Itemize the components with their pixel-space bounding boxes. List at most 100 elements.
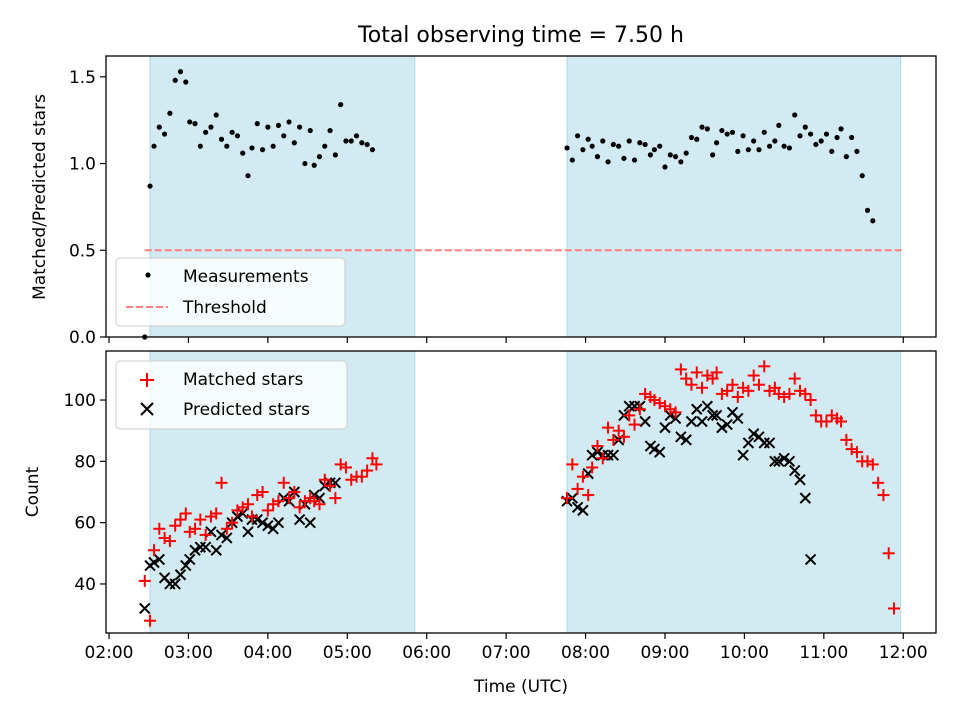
measurement-point (291, 140, 297, 146)
measurement-point (192, 121, 198, 127)
measurement-point (729, 129, 736, 135)
measurement-point (187, 119, 193, 125)
measurement-point (740, 133, 746, 139)
measurement-point (575, 133, 581, 139)
measurement-point (719, 127, 725, 134)
matched-point (706, 372, 719, 385)
matched-point (576, 470, 589, 483)
measurement-point (870, 218, 876, 224)
predicted-point (737, 449, 749, 461)
measurement-point (265, 124, 271, 130)
matched-point (339, 461, 352, 474)
measurement-point (657, 143, 663, 149)
predicted-point (262, 520, 274, 532)
measurement-point (651, 147, 657, 153)
measurement-point (229, 129, 235, 135)
x-tick-label: 07:00 (482, 643, 531, 663)
measurement-point (776, 122, 782, 128)
matched-point (329, 492, 342, 505)
measurement-point (864, 207, 871, 213)
measurement-point (353, 133, 360, 139)
measurement-point (642, 141, 648, 148)
measurement-point (756, 147, 762, 153)
matched-point (194, 513, 207, 526)
top-axes-frame (105, 55, 937, 338)
bottom-legend-box (115, 360, 348, 430)
observing-band (566, 55, 902, 338)
measurement-point (275, 122, 282, 128)
measurement-point (156, 124, 162, 130)
y-tick-label: 100 (64, 391, 96, 411)
observing-band (566, 350, 902, 634)
measurement-point (359, 140, 365, 146)
matched-point (607, 433, 620, 446)
predicted-point (716, 421, 728, 434)
matched-point (674, 363, 687, 376)
predicted-point (675, 431, 687, 443)
matched-point (220, 522, 233, 535)
matched-point (277, 476, 290, 489)
measurement-point (631, 157, 638, 163)
measurement-point (813, 141, 819, 148)
predicted-point (293, 513, 306, 526)
predicted-point (653, 446, 666, 458)
measurement-point (823, 131, 830, 137)
measurement-point (297, 124, 303, 130)
matched-point (623, 409, 636, 422)
measurement-point (172, 77, 178, 83)
measurement-point (694, 136, 700, 142)
x-tick-label: 11:00 (799, 643, 848, 663)
bottom-legend: Matched stars Predicted stars (115, 360, 348, 430)
measurement-point (735, 148, 741, 155)
predicted-point (215, 529, 228, 541)
matched-point (591, 440, 604, 453)
predicted-point (586, 449, 598, 461)
measurement-point (838, 126, 844, 132)
predicted-point (639, 415, 651, 428)
matched-point (633, 403, 646, 416)
matched-point (288, 486, 301, 498)
matched-point (361, 464, 374, 477)
measurement-point (807, 131, 814, 137)
matched-point (210, 507, 223, 520)
y-tick-label: 0.5 (69, 241, 96, 261)
measurement-point (147, 183, 153, 189)
predicted-point (783, 455, 796, 468)
predicted-point (680, 434, 692, 446)
predicted-point (199, 541, 212, 553)
predicted-point (607, 449, 620, 461)
predicted-point (148, 556, 160, 569)
matched-point (148, 544, 161, 557)
top-legend: Measurements Threshold (115, 257, 346, 327)
measurement-point (781, 143, 787, 149)
y-tick-label: 0.0 (69, 328, 96, 348)
predicted-point (272, 516, 285, 529)
matched-point (669, 406, 682, 419)
measurement-point (843, 154, 849, 160)
matched-point (840, 433, 853, 446)
matched-point (835, 415, 848, 428)
predicted-point (696, 415, 708, 428)
y-tick-label: 1.5 (69, 68, 96, 88)
measurement-point (322, 143, 328, 149)
predicted-point (799, 492, 812, 504)
legend-measurements-label: Measurements (183, 267, 309, 287)
measurement-point (259, 147, 266, 153)
measurement-point (637, 140, 643, 146)
matched-point (602, 421, 615, 434)
measurement-point (766, 143, 773, 149)
predicted-point (778, 452, 790, 464)
legend-predicted-marker (140, 402, 154, 416)
measurement-point (311, 162, 317, 168)
measurement-point (332, 152, 338, 158)
measurement-point (218, 136, 225, 142)
measurement-point (772, 138, 778, 144)
measurement-point (338, 101, 344, 108)
matched-point (582, 489, 595, 502)
matched-point (571, 482, 584, 495)
predicted-point (242, 526, 254, 538)
x-tick-label: 02:00 (85, 643, 134, 663)
predicted-point (184, 553, 196, 566)
legend-matched-label: Matched stars (183, 370, 303, 390)
measurement-point (569, 157, 575, 163)
